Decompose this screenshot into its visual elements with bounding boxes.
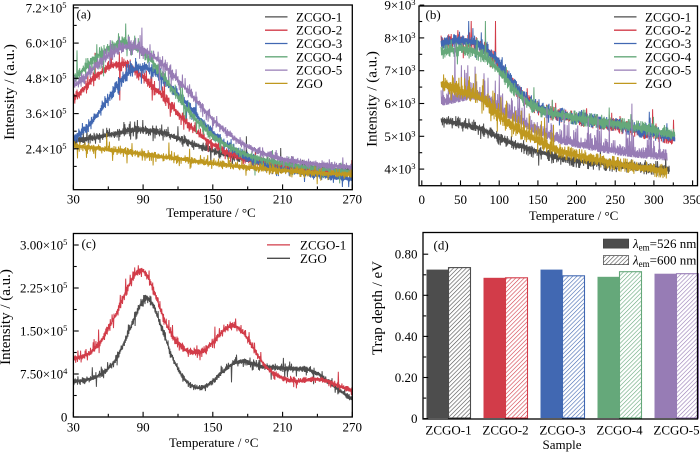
svg-text:8×103: 8×103 (384, 30, 415, 46)
svg-text:Temperature / °C: Temperature / °C (529, 208, 618, 223)
svg-text:Intensity / (a.u.): Intensity / (a.u.) (0, 269, 14, 365)
svg-text:270: 270 (343, 420, 363, 435)
svg-text:7.2×105: 7.2×105 (26, 0, 67, 15)
svg-text:Temperature / °C: Temperature / °C (166, 205, 255, 220)
svg-text:30: 30 (67, 420, 80, 435)
svg-text:5×103: 5×103 (384, 128, 415, 144)
svg-text:ZCGO-5: ZCGO-5 (653, 423, 699, 438)
svg-text:Sample: Sample (543, 437, 582, 452)
svg-text:ZCGO-4: ZCGO-4 (296, 49, 343, 64)
svg-text:0.80: 0.80 (395, 247, 418, 262)
svg-text:150: 150 (203, 420, 223, 435)
svg-text:Trap depth / eV: Trap depth / eV (370, 261, 386, 355)
svg-text:ZCGO-3: ZCGO-3 (539, 423, 585, 438)
svg-text:(d): (d) (434, 238, 449, 253)
svg-text:90: 90 (137, 192, 150, 207)
svg-text:ZCGO-2: ZCGO-2 (296, 23, 342, 38)
svg-text:ZCGO-1: ZCGO-1 (300, 237, 346, 252)
svg-text:150: 150 (203, 192, 223, 207)
svg-text:350: 350 (683, 192, 700, 207)
svg-text:ZCGO-5: ZCGO-5 (645, 63, 691, 78)
svg-text:ZCGO-1: ZCGO-1 (645, 9, 691, 24)
svg-text:1.50×105: 1.50×105 (20, 323, 67, 339)
svg-text:ZCGO-2: ZCGO-2 (645, 23, 691, 38)
svg-text:(b): (b) (426, 7, 441, 22)
svg-text:ZCGO-4: ZCGO-4 (596, 423, 643, 438)
svg-text:λem=526 nm: λem=526 nm (632, 236, 696, 253)
svg-text:Intensity / (a.u.): Intensity / (a.u.) (365, 51, 381, 147)
svg-text:90: 90 (137, 420, 150, 435)
svg-text:30: 30 (67, 192, 80, 207)
svg-text:0.40: 0.40 (395, 329, 418, 344)
svg-text:(c): (c) (82, 236, 96, 251)
svg-text:3.00×105: 3.00×105 (20, 237, 67, 253)
svg-text:ZCGO-3: ZCGO-3 (296, 36, 342, 51)
svg-text:ZCGO-1: ZCGO-1 (296, 9, 342, 24)
svg-text:ZCGO-3: ZCGO-3 (645, 36, 691, 51)
svg-text:200: 200 (567, 192, 587, 207)
svg-text:0: 0 (411, 411, 418, 426)
svg-text:6×103: 6×103 (384, 96, 415, 112)
svg-text:250: 250 (605, 192, 625, 207)
svg-text:150: 150 (528, 192, 548, 207)
svg-text:ZGO: ZGO (300, 251, 327, 266)
svg-text:100: 100 (489, 192, 509, 207)
svg-text:210: 210 (273, 420, 293, 435)
svg-text:0.20: 0.20 (395, 370, 418, 385)
svg-text:0: 0 (61, 410, 68, 425)
svg-text:50: 50 (454, 192, 467, 207)
svg-text:4.8×105: 4.8×105 (26, 70, 67, 86)
svg-text:ZCGO-1: ZCGO-1 (425, 423, 471, 438)
svg-text:7.50×104: 7.50×104 (20, 366, 68, 382)
svg-text:0: 0 (419, 192, 426, 207)
svg-text:210: 210 (273, 192, 293, 207)
svg-text:6.0×105: 6.0×105 (26, 35, 67, 51)
svg-text:0.60: 0.60 (395, 288, 418, 303)
svg-text:Intensity / (a.u.): Intensity / (a.u.) (2, 44, 18, 140)
svg-text:ZCGO-4: ZCGO-4 (645, 49, 692, 64)
svg-text:ZGO: ZGO (296, 76, 323, 91)
svg-text:Temperature / °C: Temperature / °C (169, 435, 258, 450)
svg-text:4×103: 4×103 (384, 161, 415, 177)
svg-text:ZCGO-2: ZCGO-2 (482, 423, 528, 438)
svg-text:2.4×105: 2.4×105 (26, 141, 67, 157)
svg-text:(a): (a) (77, 7, 91, 22)
svg-text:λem=600 nm: λem=600 nm (632, 253, 696, 270)
svg-text:300: 300 (644, 192, 664, 207)
svg-text:270: 270 (343, 192, 363, 207)
svg-text:9×103: 9×103 (384, 0, 415, 13)
svg-text:3.6×105: 3.6×105 (26, 106, 67, 122)
svg-text:ZCGO-5: ZCGO-5 (296, 63, 342, 78)
svg-text:ZGO: ZGO (645, 76, 672, 91)
svg-text:7×103: 7×103 (384, 63, 415, 79)
svg-text:2.25×105: 2.25×105 (20, 280, 67, 296)
